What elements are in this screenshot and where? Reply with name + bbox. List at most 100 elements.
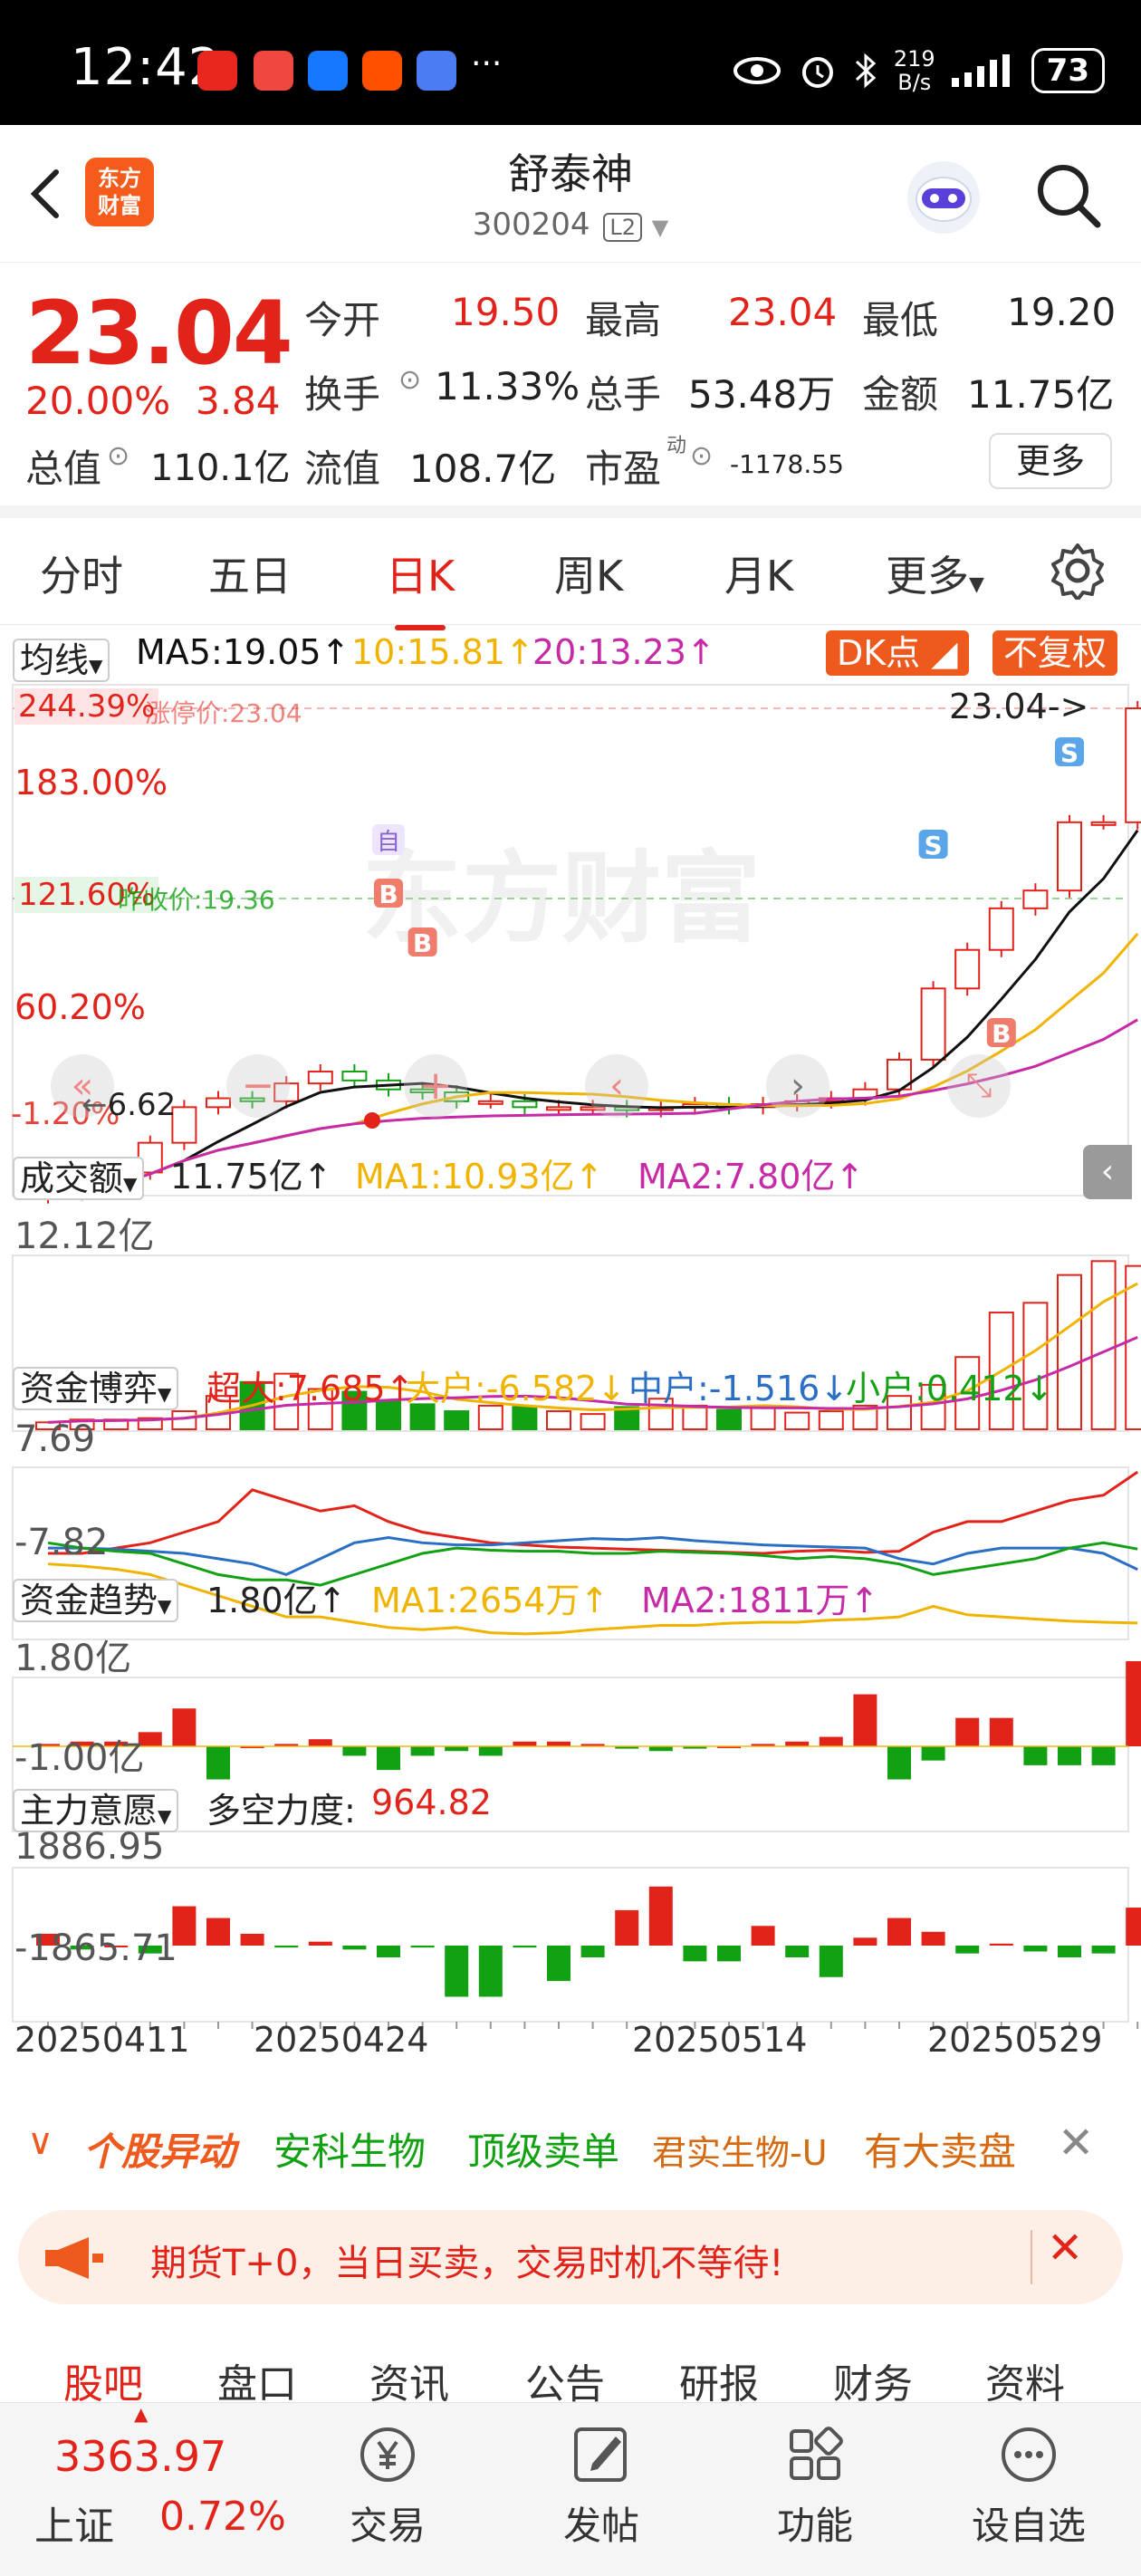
float-label: 流值 xyxy=(304,447,381,491)
tab-daily-k[interactable]: 日K xyxy=(386,543,455,630)
ma20-legend: 20:13.23↑ xyxy=(532,632,715,672)
rewind-icon[interactable]: « xyxy=(51,1054,114,1118)
fund-trend-bar xyxy=(683,1746,707,1749)
ma-selector[interactable]: 均线▼ xyxy=(13,632,110,682)
period-low-value: 6.62 xyxy=(107,1087,177,1123)
banner-text: 期货T+0，当日买卖，交易时机不等待! xyxy=(150,2243,784,2284)
main-panel-border xyxy=(12,684,1129,1197)
promo-banner[interactable]: 期货T+0，当日买卖，交易时机不等待! ✕ xyxy=(18,2210,1123,2304)
turnover-label: 换手 xyxy=(304,372,381,417)
main-will-bar xyxy=(1091,1946,1116,1954)
self-select-marker-text: 自 xyxy=(377,829,400,856)
high-value: 23.04 xyxy=(728,290,838,334)
fund-trend-bar xyxy=(377,1746,400,1771)
tab-more[interactable]: 更多▼ xyxy=(886,543,984,603)
nav-trade[interactable]: 交易 xyxy=(306,2414,469,2551)
axis-bottom: -1.20% xyxy=(11,1096,120,1132)
fund-trend-bar xyxy=(819,1736,843,1746)
ticker-item[interactable]: 君实生物-U xyxy=(652,2133,828,2173)
kline-chart-area[interactable]: 均线▼ MA5:19.05↑ 10:15.81↑ 20:13.23↑ DK点 ◢… xyxy=(0,625,1141,2060)
robot-assistant-icon[interactable] xyxy=(900,152,987,239)
main-will-bar xyxy=(342,1946,367,1950)
tab-monthly-k[interactable]: 月K xyxy=(724,552,794,601)
index-value[interactable]: 3363.97 xyxy=(54,2432,227,2481)
dk-point-button[interactable]: DK点 ◢ xyxy=(826,630,969,676)
settings-gear-icon[interactable] xyxy=(1049,542,1107,600)
fund-trend-bar xyxy=(1126,1661,1141,1746)
nav-watchlist[interactable]: 设自选 xyxy=(947,2414,1110,2551)
fund-trend-bar xyxy=(887,1746,911,1780)
ma-lines-group xyxy=(47,829,1139,1195)
tab-intraday[interactable]: 分时 xyxy=(40,552,123,601)
volume-selector-label: 成交额 xyxy=(20,1158,124,1198)
subtab-pankou[interactable]: 盘口 xyxy=(217,2361,297,2408)
zoom-in-icon[interactable]: + xyxy=(404,1054,467,1118)
nav-watchlist-label: 设自选 xyxy=(971,2504,1086,2548)
stock-code-row[interactable]: 300204 L2 ▼ xyxy=(0,207,1141,243)
fund-game-panel-border xyxy=(12,1466,1129,1640)
subtab-finance[interactable]: 财务 xyxy=(833,2361,913,2408)
volume-bar xyxy=(887,1395,912,1431)
turnover-value: 11.33% xyxy=(435,364,580,409)
scroll-right-icon[interactable]: › xyxy=(766,1054,829,1118)
main-will-selector[interactable]: 主力意愿▼ xyxy=(13,1783,179,1832)
ticker-item[interactable]: 有大卖盘 xyxy=(864,2129,1017,2174)
main-will-bar xyxy=(274,1946,299,1948)
candle xyxy=(341,1071,368,1081)
back-arrow-icon[interactable] xyxy=(24,167,67,221)
open-value: 19.50 xyxy=(451,290,561,334)
subtab-news[interactable]: 资讯 xyxy=(369,2361,449,2408)
candle xyxy=(239,1097,265,1102)
fund-game-selector[interactable]: 资金博弈▼ xyxy=(13,1360,179,1410)
battery-indicator: 73 xyxy=(1031,48,1105,93)
more-button[interactable]: 更多 xyxy=(989,433,1112,489)
spacer xyxy=(13,1205,1128,1210)
bottom-navigation: ▲ 3363.97 上证 0.72% 交易 发帖 功能 设自选 xyxy=(0,2402,1141,2576)
info-icon[interactable]: ⊙ xyxy=(398,364,422,396)
ticker-item[interactable]: 顶级卖单 xyxy=(467,2129,620,2174)
nav-post[interactable]: 发帖 xyxy=(520,2414,683,2551)
volume-bar xyxy=(1022,1302,1049,1431)
main-will-axis-bottom: -1865.71 xyxy=(14,1927,177,1969)
volume-selector[interactable]: 成交额▼ xyxy=(13,1150,145,1200)
subtab-announcement[interactable]: 公告 xyxy=(525,2361,605,2408)
tab-five-day[interactable]: 五日 xyxy=(208,552,292,601)
tab-weekly-k[interactable]: 周K xyxy=(554,552,624,601)
no-adjust-button[interactable]: 不复权 xyxy=(992,630,1118,676)
ticker-item[interactable]: 安科生物 xyxy=(273,2129,427,2174)
volume-bar xyxy=(444,1410,470,1430)
date-tick: 20250514 xyxy=(632,2020,808,2060)
fund-trend-selector[interactable]: 资金趋势▼ xyxy=(13,1572,179,1622)
main-will-bar xyxy=(751,1926,775,1946)
page-dot-indicator xyxy=(364,1112,380,1129)
period-low-tag: ←6.62 xyxy=(82,1087,176,1123)
volume-bar xyxy=(920,1383,946,1431)
stock-code: 300204 xyxy=(472,207,590,243)
subtab-profile[interactable]: 资料 xyxy=(985,2361,1065,2408)
axis-183: 183.00% xyxy=(14,763,168,803)
nav-functions[interactable]: 功能 xyxy=(734,2414,896,2551)
high-label: 最高 xyxy=(585,298,662,342)
scroll-left-icon[interactable]: ‹ xyxy=(585,1054,648,1118)
amount-label: 金额 xyxy=(862,372,939,417)
fund-trend-bar xyxy=(955,1717,980,1746)
info-icon[interactable]: ⊙ xyxy=(107,440,130,472)
search-icon[interactable] xyxy=(1032,159,1105,232)
index-change: 0.72% xyxy=(159,2494,286,2540)
fund-trend-bar xyxy=(274,1744,299,1746)
zoom-out-icon[interactable]: − xyxy=(226,1054,290,1118)
fullscreen-icon[interactable]: ⤡ xyxy=(947,1054,1011,1118)
volume-ma-line xyxy=(47,1335,1138,1424)
main-will-bar xyxy=(683,1946,707,1962)
info-icon[interactable]: ⊙ xyxy=(690,440,714,472)
close-icon[interactable]: ✕ xyxy=(1047,2223,1084,2273)
close-icon[interactable]: ✕ xyxy=(1058,2118,1095,2168)
stock-alert-ticker[interactable]: ∨ 个股异动 安科生物 顶级卖单 君实生物-U 有大卖盘 ✕ xyxy=(0,2109,1141,2185)
collapse-panel-icon[interactable]: ‹ xyxy=(1083,1145,1132,1199)
period-tabs: 分时 五日 日K 周K 月K 更多▼ xyxy=(0,518,1141,630)
status-time: 12:42 xyxy=(71,38,222,97)
main-will-bar xyxy=(853,1937,877,1946)
subtab-guba[interactable]: 股吧 xyxy=(63,2361,143,2408)
buy-marker xyxy=(408,928,437,956)
subtab-research[interactable]: 研报 xyxy=(679,2361,759,2408)
